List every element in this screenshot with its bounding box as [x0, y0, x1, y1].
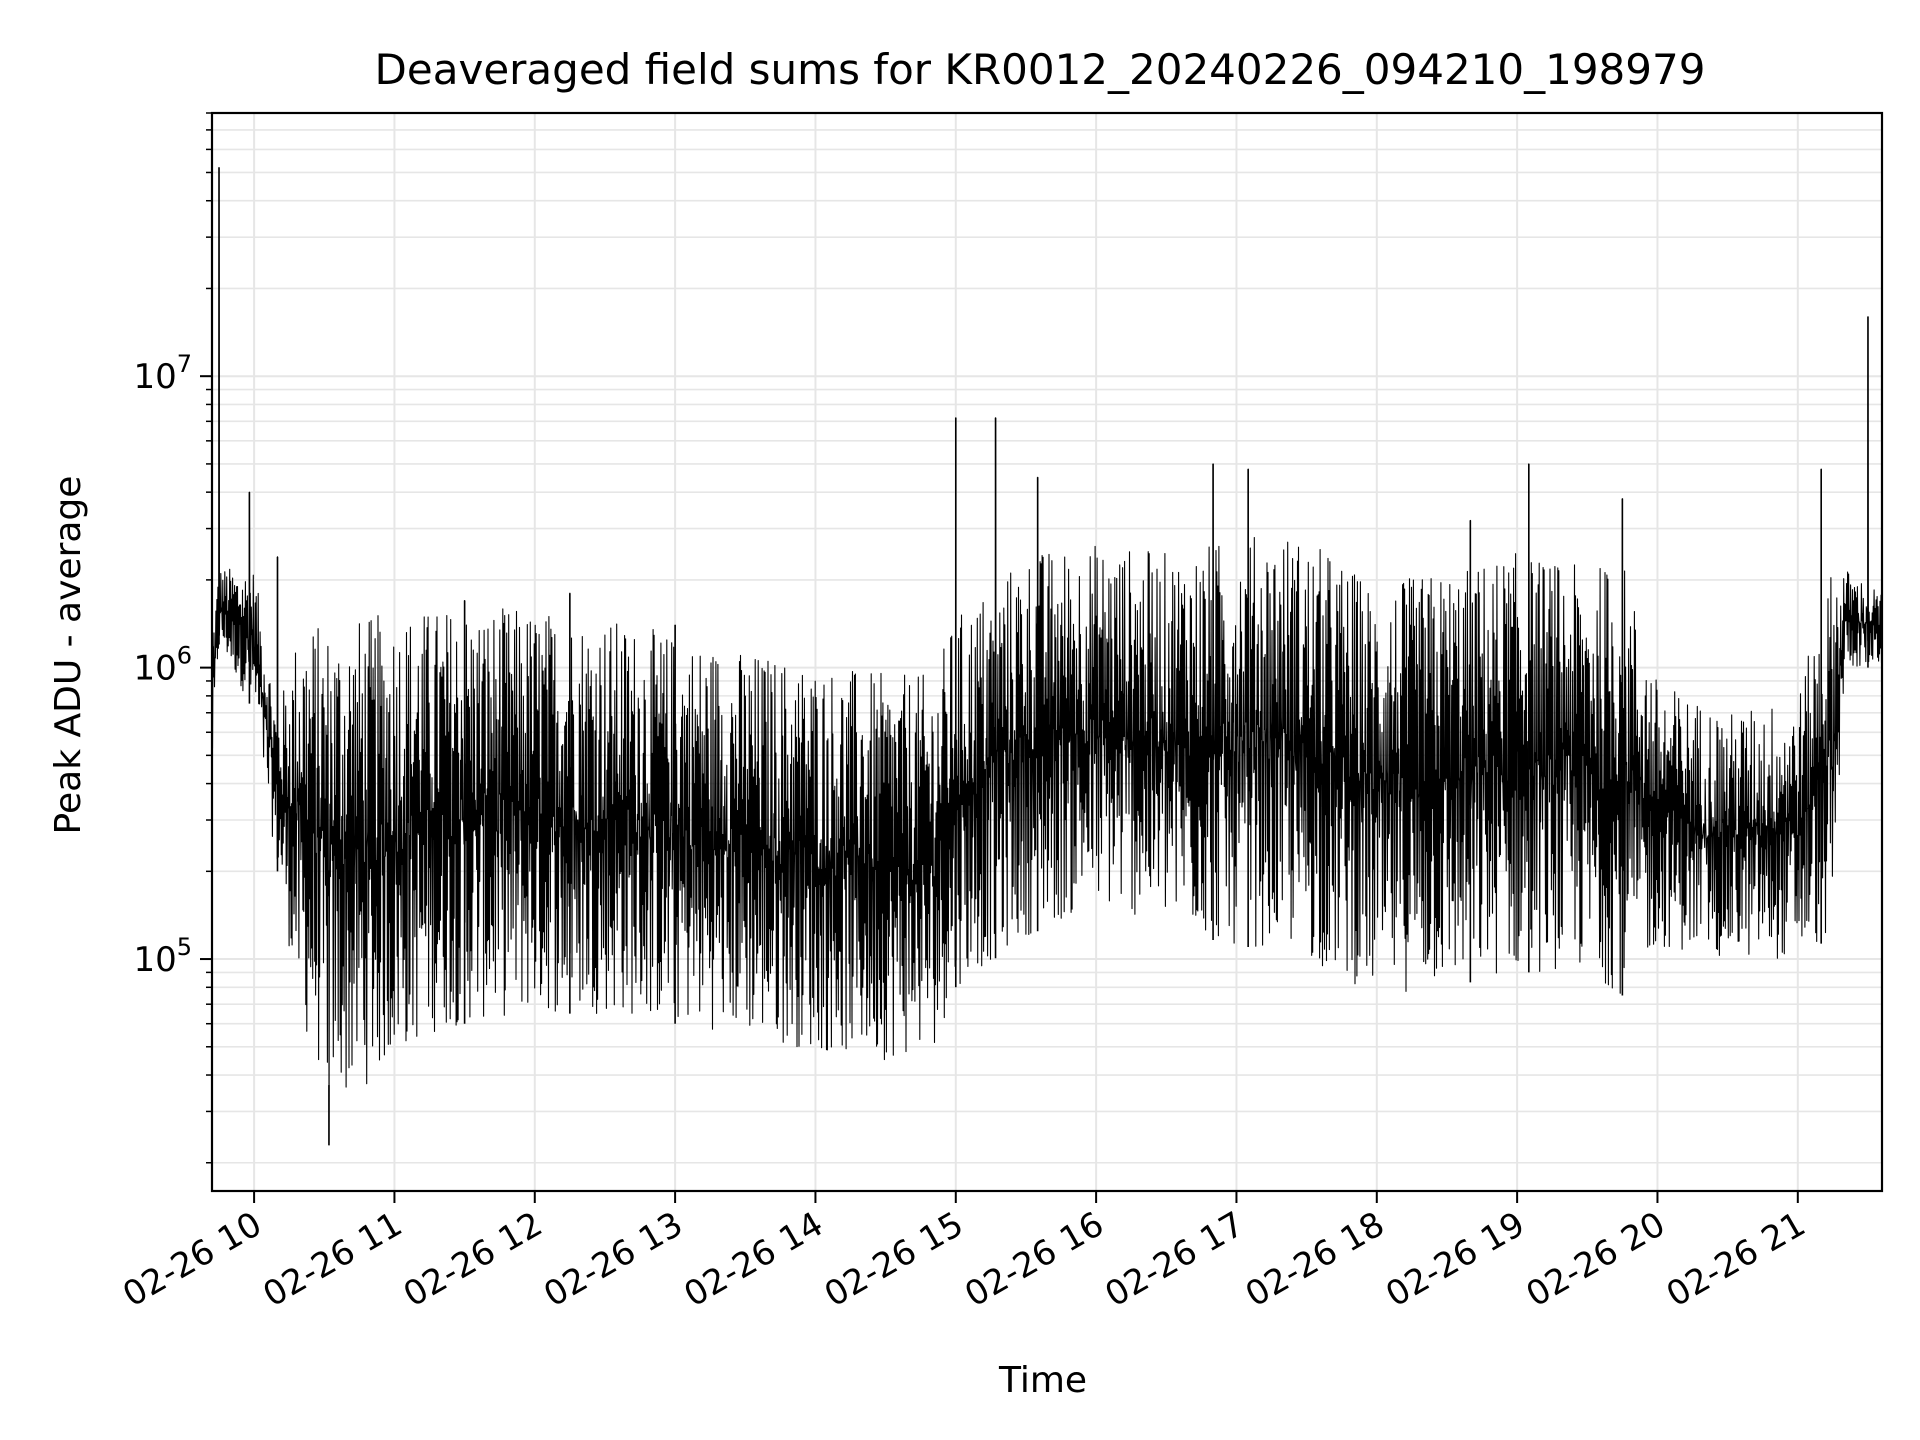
series-line — [211, 166, 1883, 1146]
y-axis-label: Peak ADU - average — [48, 476, 89, 835]
y-tick-label: 107 — [133, 350, 192, 397]
x-axis-label: Time — [998, 1360, 1087, 1401]
y-tick-label: 105 — [133, 933, 192, 980]
plot-frame — [210, 111, 1884, 1193]
y-axis-ticks: 105 106 107 — [133, 112, 212, 1164]
y-tick-label: 106 — [133, 642, 192, 689]
chart-title: Deaveraged field sums for KR0012_2024022… — [375, 45, 1706, 94]
series-line-group — [211, 166, 1883, 1146]
